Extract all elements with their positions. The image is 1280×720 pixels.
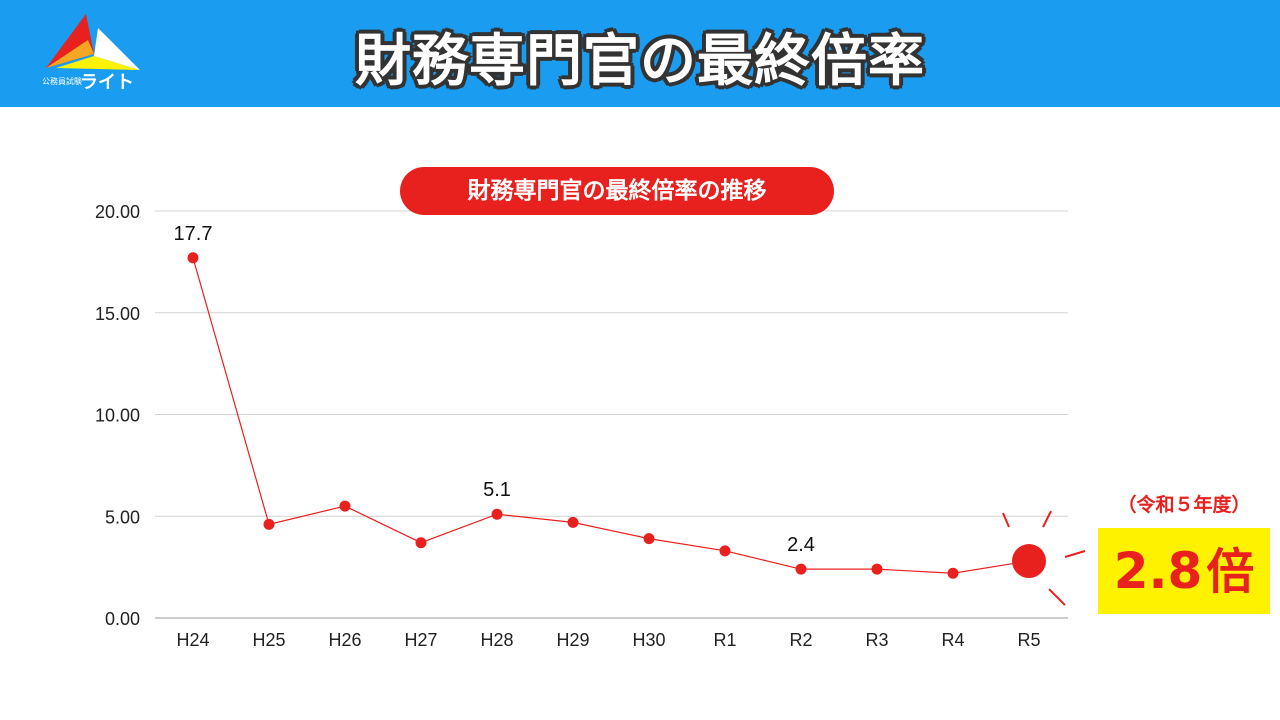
logo-icon — [46, 14, 140, 70]
callout-box: 2.8倍 — [1098, 528, 1270, 614]
burst-ray — [1048, 588, 1066, 606]
chart-title: 財務専門官の最終倍率の推移 — [400, 167, 834, 215]
data-point — [719, 545, 731, 557]
y-tick-label: 20.00 — [95, 202, 140, 222]
header-bar: 公務員試験 ライト 財務専門官の最終倍率 — [0, 0, 1280, 107]
x-tick-label: H24 — [176, 630, 209, 650]
data-point — [415, 537, 427, 549]
callout-note: （令和５年度） — [1117, 494, 1251, 516]
x-tick-label: H26 — [328, 630, 361, 650]
data-point — [339, 500, 351, 512]
x-tick-label: H30 — [632, 630, 665, 650]
logo-subtext: 公務員試験 — [42, 77, 82, 86]
x-tick-label: H28 — [480, 630, 513, 650]
callout-unit: 倍 — [1206, 544, 1255, 600]
burst-ray — [1042, 510, 1052, 528]
line-chart: 0.00 5.00 10.00 15.00 20.00 H24 H25 H26 H27 H28 H2… — [95, 202, 1086, 650]
x-tick-label: H25 — [252, 630, 285, 650]
x-tick-label: R2 — [789, 630, 812, 650]
y-tick-label: 10.00 — [95, 406, 140, 426]
data-point — [263, 518, 275, 530]
data-label: 17.7 — [174, 223, 213, 245]
x-tick-label: R5 — [1017, 630, 1040, 650]
highlight-point — [1012, 544, 1046, 579]
y-tick-label: 0.00 — [105, 609, 140, 629]
data-label: 2.4 — [787, 534, 815, 556]
burst-ray — [1064, 550, 1086, 558]
data-point — [871, 563, 883, 575]
x-tick-label: H29 — [556, 630, 589, 650]
logo-text: ライト — [80, 72, 134, 93]
data-label: 5.1 — [483, 479, 511, 501]
data-point — [795, 563, 807, 575]
data-point — [643, 533, 655, 545]
x-tick-label: H27 — [404, 630, 437, 650]
x-tick-label: R1 — [713, 630, 736, 650]
data-point — [491, 508, 503, 520]
x-tick-label: R3 — [865, 630, 888, 650]
x-tick-label: R4 — [941, 630, 964, 650]
page-title: 財務専門官の最終倍率 — [355, 29, 925, 94]
data-point — [567, 516, 579, 528]
data-point — [187, 252, 199, 264]
y-tick-label: 5.00 — [105, 507, 140, 527]
y-tick-label: 15.00 — [95, 304, 140, 324]
series-line — [192, 257, 1030, 574]
data-point — [947, 567, 959, 579]
callout-value: 2.8 — [1113, 542, 1203, 600]
burst-ray — [1002, 512, 1010, 528]
